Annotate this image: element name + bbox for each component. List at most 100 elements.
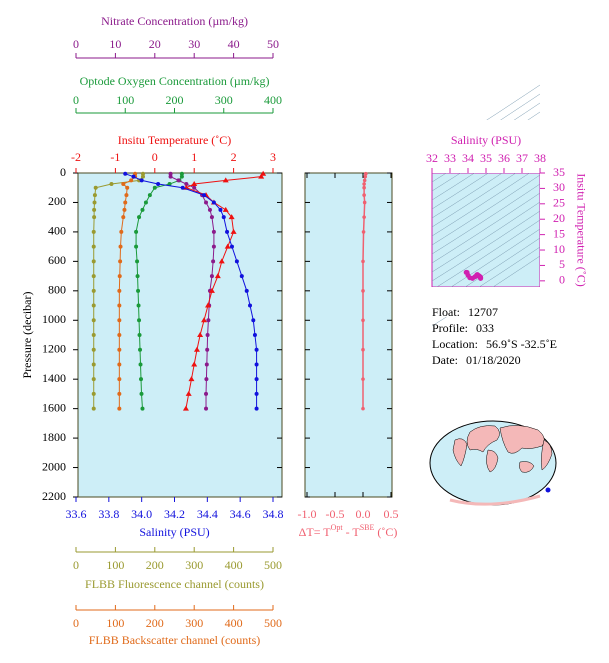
y-tick-label: 20 <box>553 211 565 225</box>
x-tick-label: 100 <box>106 616 124 630</box>
marker <box>136 288 141 293</box>
marker <box>361 318 365 323</box>
x-tick-label: 35 <box>480 151 492 165</box>
marker <box>222 206 229 212</box>
y-tick-label: 2000 <box>42 459 66 473</box>
marker <box>361 406 365 411</box>
marker <box>117 362 122 367</box>
label-part: - T <box>343 525 361 539</box>
y-tick-label: 200 <box>48 194 66 208</box>
marker <box>239 274 244 279</box>
x-tick-label: 100 <box>106 558 124 572</box>
delta-panel <box>304 172 393 498</box>
x-tick-label: 34.0 <box>131 507 152 521</box>
profile-line <box>185 173 264 409</box>
x-tick-label: 30 <box>188 37 200 51</box>
marker <box>147 193 152 198</box>
marker <box>208 287 215 293</box>
marker <box>182 405 189 411</box>
info-value: 56.9˚S -32.5˚E <box>486 337 557 351</box>
map-land <box>486 449 499 473</box>
x-tick-label: 200 <box>146 616 164 630</box>
float-location <box>545 487 551 493</box>
marker <box>138 347 143 352</box>
marker <box>135 259 140 264</box>
x-axis-title: FLBB Fluorescence channel (counts) <box>85 577 264 591</box>
y-tick-label: 1200 <box>42 341 66 355</box>
info-value: 12707 <box>468 305 498 319</box>
x-tick-label: 34.2 <box>164 507 185 521</box>
density-contours <box>420 84 609 327</box>
superscript: Opt <box>331 523 344 532</box>
y-tick-label: 1000 <box>42 312 66 326</box>
marker <box>134 229 139 234</box>
marker <box>138 362 143 367</box>
marker <box>131 174 136 179</box>
marker <box>152 185 157 190</box>
marker <box>224 243 231 249</box>
marker <box>362 182 366 186</box>
marker <box>191 181 198 187</box>
y-tick-label: 1400 <box>42 371 66 385</box>
profile-line <box>93 173 144 409</box>
y-tick-label: 800 <box>48 283 66 297</box>
y-tick-label: 5 <box>559 257 565 271</box>
marker <box>362 215 366 219</box>
map-land <box>466 425 500 453</box>
marker <box>136 303 141 308</box>
superscript: SBE <box>360 523 375 532</box>
x-tick-label: 0.0 <box>356 507 371 521</box>
info-label: Float: <box>432 305 460 319</box>
y-tick-label: 25 <box>553 196 565 210</box>
marker <box>185 390 192 396</box>
x-tick-label: 34.6 <box>230 507 251 521</box>
ts-clip-frame <box>420 287 550 317</box>
x-axis-title: Optode Oxygen Concentration (µm/kg) <box>80 74 270 88</box>
x-tick-label: 37 <box>516 151 528 165</box>
x-axis-title: Nitrate Concentration (µm/kg) <box>101 14 248 28</box>
x-tick-label: 0 <box>73 37 79 51</box>
marker <box>122 207 127 212</box>
marker <box>117 318 122 323</box>
x-tick-label: 36 <box>498 151 510 165</box>
marker <box>124 193 129 198</box>
marker <box>361 230 366 234</box>
marker <box>184 182 189 187</box>
marker <box>244 288 249 293</box>
marker <box>92 215 97 220</box>
x-tick-label: 500 <box>264 558 282 572</box>
marker <box>168 171 173 176</box>
marker <box>137 318 142 323</box>
marker <box>137 333 142 337</box>
y-tick-label: 0 <box>60 165 66 179</box>
marker <box>191 361 198 367</box>
marker <box>91 406 96 411</box>
marker <box>248 303 253 308</box>
x-tick-label: 2 <box>231 150 237 164</box>
marker <box>209 215 214 220</box>
x-tick-label: 20 <box>149 37 161 51</box>
marker <box>167 182 172 187</box>
marker <box>179 171 184 176</box>
y-tick-label: 15 <box>553 226 565 240</box>
x-tick-label: 200 <box>166 93 184 107</box>
marker <box>362 185 366 190</box>
y-axis-title: Pressure (decibar) <box>20 292 34 379</box>
marker <box>91 318 96 323</box>
label-part: (˚C) <box>374 525 397 539</box>
marker <box>125 185 130 190</box>
marker <box>258 173 265 179</box>
marker <box>205 333 210 337</box>
x-axis-title: Salinity (PSU) <box>451 133 521 147</box>
marker <box>118 259 123 264</box>
marker <box>140 406 145 411</box>
marker <box>218 207 223 212</box>
density-contour <box>431 174 541 246</box>
marker <box>117 333 122 337</box>
y-tick-label: 10 <box>553 242 565 256</box>
density-contour <box>431 201 541 273</box>
marker <box>254 406 259 411</box>
info-line: Location: 56.9˚S -32.5˚E <box>432 337 557 351</box>
marker <box>211 229 216 234</box>
